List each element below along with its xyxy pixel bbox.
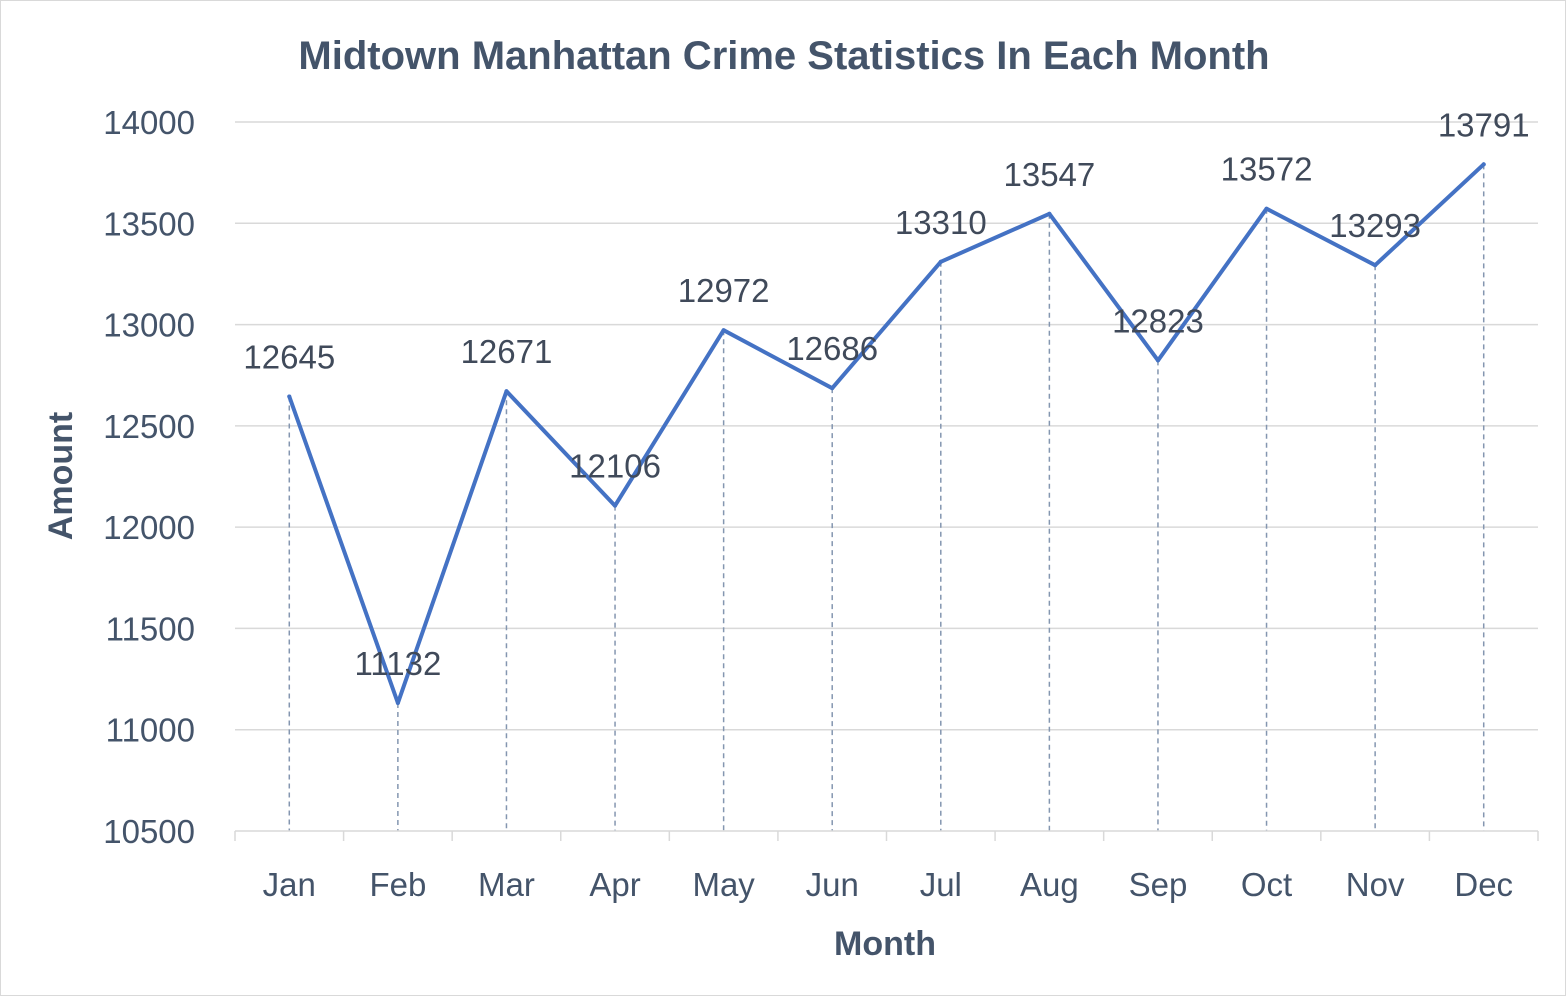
data-point-apr (613, 503, 618, 508)
x-tick-label-oct: Oct (1241, 866, 1292, 903)
data-point-nov (1373, 263, 1378, 268)
y-tick-label: 11000 (106, 712, 195, 749)
y-axis-tick-labels: 10500 11000 11500 12000 12500 13000 13500 14000 (103, 104, 195, 850)
data-label-jul: 13310 (895, 204, 987, 241)
data-label-mar: 12671 (461, 333, 553, 370)
x-axis-tick-labels: Jan Feb Mar Apr May Jun Jul Aug Sep Oct Nov Dec (263, 866, 1513, 903)
data-label-sep: 12823 (1112, 302, 1204, 339)
y-tick-label: 14000 (103, 104, 195, 141)
series-line (287, 162, 1486, 705)
data-labels: 12645 11132 12671 12106 12972 12686 13310 13547… (243, 106, 1529, 682)
data-point-jul (938, 259, 943, 264)
data-label-may: 12972 (678, 272, 770, 309)
data-label-dec: 13791 (1438, 106, 1530, 143)
chart-title: Midtown Manhattan Crime Statistics In Ea… (298, 34, 1269, 78)
x-tick-label-nov: Nov (1346, 866, 1405, 903)
y-tick-label: 10500 (103, 813, 195, 850)
x-tick-label-may: May (692, 866, 755, 903)
y-tick-label: 13500 (103, 205, 195, 242)
data-label-jun: 12686 (786, 330, 878, 367)
drop-lines (288, 164, 1485, 831)
data-label-aug: 13547 (1003, 156, 1095, 193)
x-tick-label-sep: Sep (1129, 866, 1188, 903)
y-tick-label: 12000 (103, 509, 195, 546)
data-label-nov: 13293 (1329, 207, 1421, 244)
data-point-dec (1481, 162, 1486, 167)
x-tick-label-feb: Feb (369, 866, 426, 903)
data-point-oct (1264, 206, 1269, 211)
x-tick-label-mar: Mar (478, 866, 535, 903)
data-point-mar (504, 389, 509, 394)
x-axis (234, 830, 1539, 841)
x-tick-label-jan: Jan (263, 866, 316, 903)
data-label-feb: 11132 (354, 645, 441, 682)
x-tick-label-jun: Jun (806, 866, 859, 903)
data-point-jan (287, 394, 292, 399)
x-tick-label-aug: Aug (1020, 866, 1079, 903)
data-point-may (721, 328, 726, 333)
y-tick-label: 11500 (106, 610, 195, 647)
y-tick-label: 12500 (103, 408, 195, 445)
amount-series-line (287, 162, 1486, 705)
x-tick-label-dec: Dec (1454, 866, 1513, 903)
data-point-jun (830, 386, 835, 391)
x-tick-label-apr: Apr (589, 866, 640, 903)
data-point-feb (395, 700, 400, 705)
y-tick-label: 13000 (103, 307, 195, 344)
x-axis-title: Month (834, 925, 936, 963)
data-point-aug (1047, 211, 1052, 216)
data-label-oct: 13572 (1221, 151, 1313, 188)
data-point-sep (1155, 358, 1160, 363)
data-label-jan: 12645 (243, 338, 335, 375)
data-label-apr: 12106 (569, 448, 661, 485)
y-axis-title: Amount (42, 412, 80, 540)
x-tick-label-jul: Jul (920, 866, 962, 903)
